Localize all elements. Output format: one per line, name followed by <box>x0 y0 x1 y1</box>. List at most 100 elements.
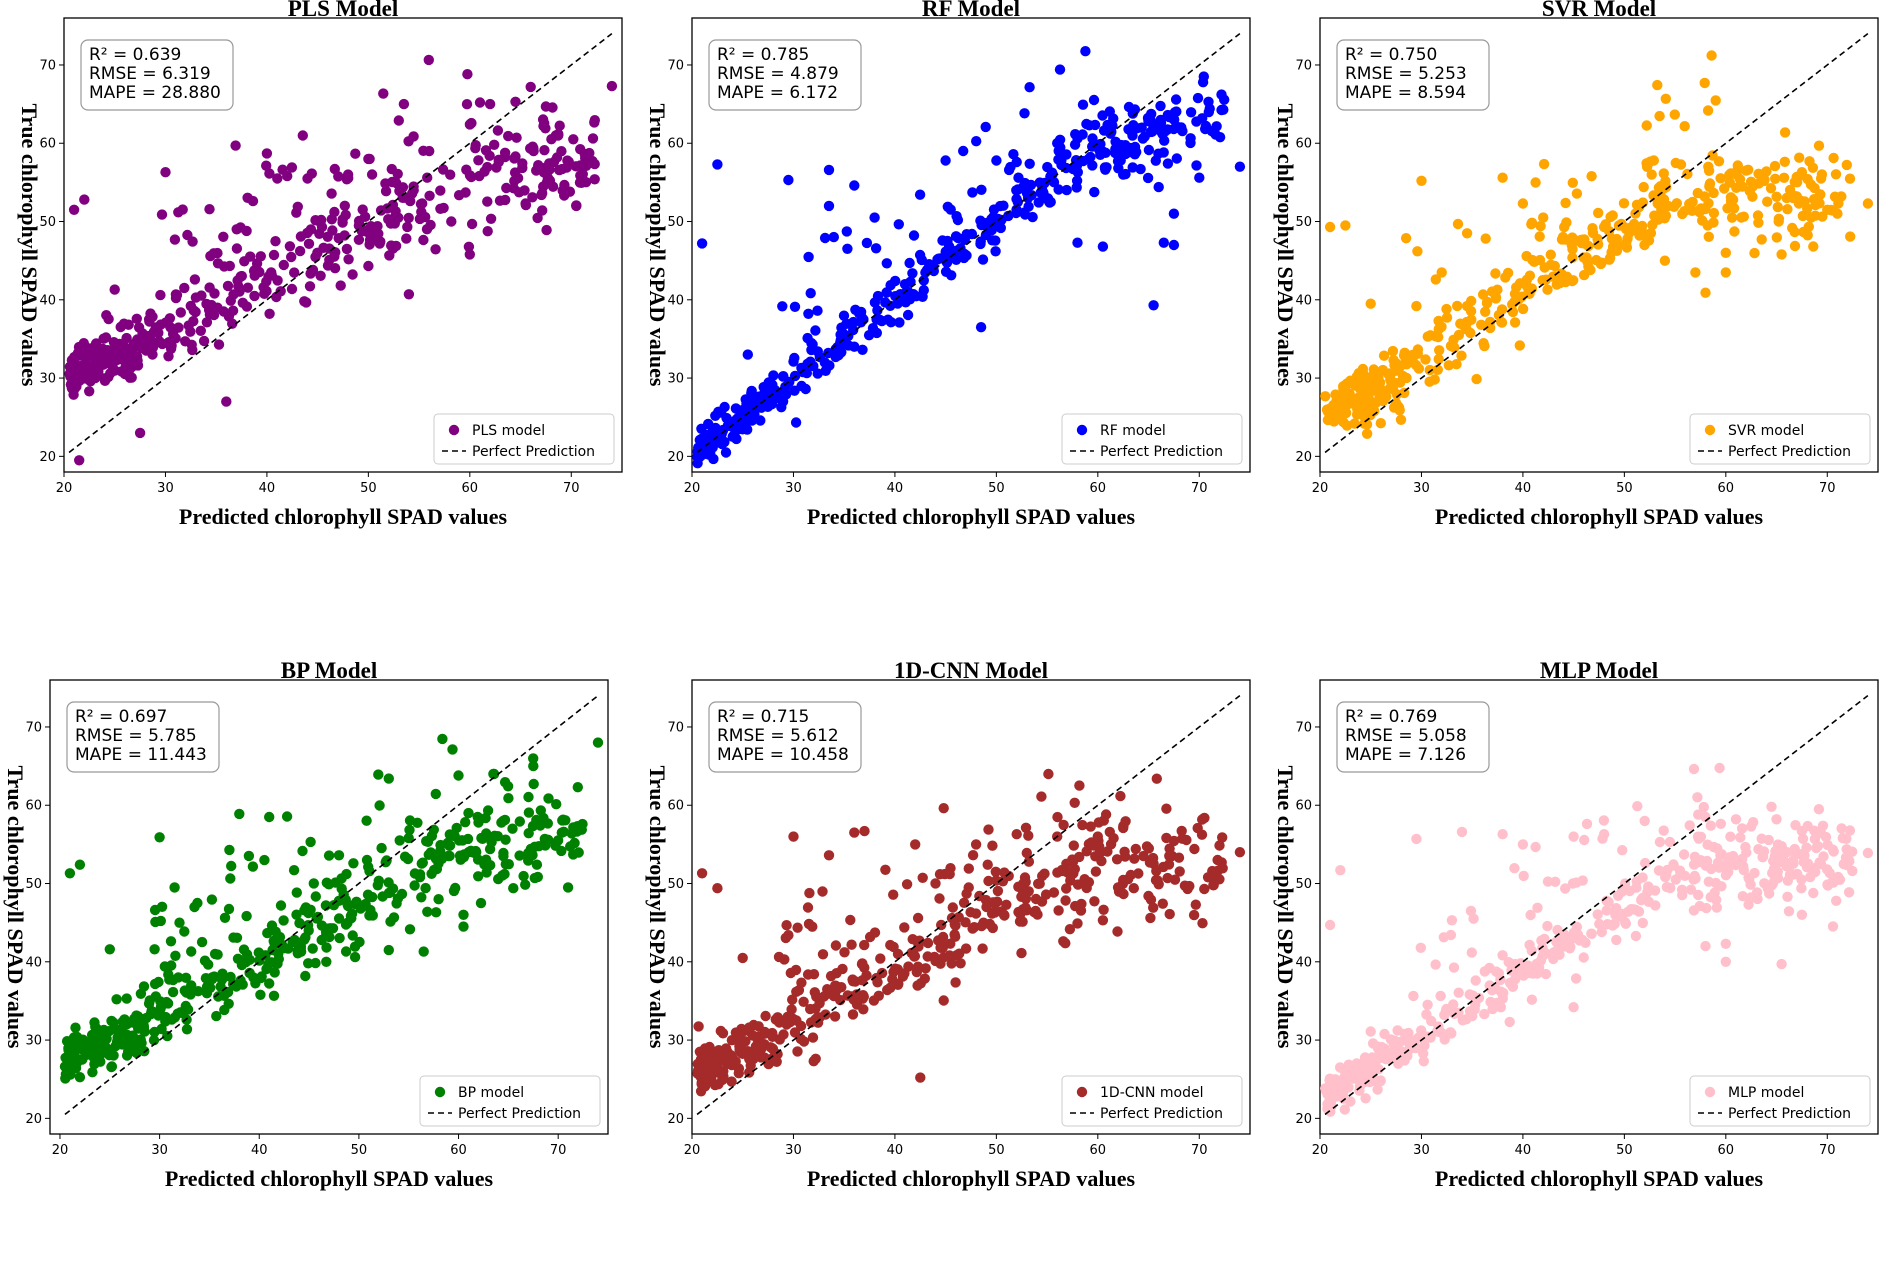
data-point <box>185 300 196 312</box>
data-point <box>162 1030 173 1042</box>
data-point <box>520 198 531 209</box>
data-point <box>507 823 518 834</box>
data-point <box>1420 354 1431 365</box>
data-point <box>1740 165 1752 176</box>
x-tick-label: 30 <box>157 481 174 496</box>
data-point <box>995 222 1006 234</box>
y-tick-label: 40 <box>667 955 684 970</box>
perfect-prediction-line <box>696 33 1241 454</box>
data-point <box>885 300 896 311</box>
data-point <box>871 327 882 339</box>
data-point <box>149 944 160 955</box>
data-point <box>106 352 117 363</box>
data-point <box>1845 231 1856 242</box>
data-point <box>149 1026 160 1038</box>
data-point <box>803 308 814 319</box>
data-point <box>1660 93 1672 105</box>
data-point <box>1457 1015 1468 1026</box>
data-point <box>1571 921 1583 933</box>
data-point <box>1400 233 1412 244</box>
stats-box <box>66 701 220 773</box>
perfect-prediction-line <box>1324 33 1869 454</box>
data-point <box>849 180 860 191</box>
data-point <box>1771 232 1783 243</box>
data-point <box>499 814 511 826</box>
data-point <box>970 839 982 850</box>
data-point <box>109 284 120 295</box>
data-point <box>141 1012 152 1024</box>
data-point <box>282 170 293 182</box>
x-tick-label: 60 <box>462 481 479 496</box>
data-point <box>1360 1093 1371 1104</box>
data-point <box>404 824 415 836</box>
data-point <box>121 332 132 344</box>
perfect-prediction-line <box>1324 695 1869 1116</box>
stats-line: MAPE = 10.458 <box>717 745 849 765</box>
chart-panel: PLS Model 20 30 40 50 60 70 20 30 40 50 60 70 Predict… <box>17 0 623 529</box>
data-point <box>366 169 378 180</box>
data-point <box>1378 350 1390 361</box>
data-point <box>1507 981 1519 992</box>
data-point <box>363 153 374 165</box>
data-point <box>556 827 567 838</box>
data-point <box>1036 791 1047 802</box>
data-point <box>438 202 449 214</box>
data-point <box>1796 167 1808 178</box>
data-point <box>1711 902 1723 913</box>
data-point <box>350 148 361 159</box>
legend-label-perfect: Perfect Prediction <box>1100 1106 1223 1122</box>
data-point <box>259 854 270 866</box>
y-tick-label: 20 <box>667 1112 684 1127</box>
data-point <box>383 944 394 956</box>
data-point <box>502 781 514 792</box>
data-point <box>1418 1056 1430 1067</box>
data-point <box>573 847 584 858</box>
data-point <box>1497 172 1508 183</box>
data-point <box>908 230 920 241</box>
data-point <box>1796 909 1808 920</box>
data-point <box>1072 918 1083 929</box>
data-point <box>448 885 460 897</box>
data-point <box>1436 267 1447 278</box>
data-point <box>1192 92 1204 104</box>
data-point <box>529 872 540 884</box>
data-point <box>1604 254 1615 265</box>
data-point <box>543 793 554 804</box>
data-point <box>143 998 155 1009</box>
data-point <box>1664 836 1676 848</box>
data-point <box>1365 298 1376 309</box>
data-point <box>264 811 275 823</box>
data-point <box>947 902 958 913</box>
data-point <box>940 155 951 166</box>
data-point <box>1375 418 1387 429</box>
data-point <box>270 236 281 247</box>
data-point <box>1169 874 1181 885</box>
data-point <box>1560 197 1571 209</box>
data-point <box>1598 815 1610 826</box>
data-point <box>1596 926 1608 938</box>
data-point <box>1127 130 1138 141</box>
data-point <box>474 97 486 108</box>
data-point <box>1524 939 1535 951</box>
data-point <box>1709 887 1720 898</box>
y-axis-label: True chlorophyll SPAD values <box>1273 766 1298 1049</box>
data-point <box>1058 936 1069 947</box>
data-point <box>1828 152 1839 164</box>
data-point <box>453 190 465 201</box>
data-point <box>466 218 478 230</box>
data-point <box>323 879 335 890</box>
y-tick-label: 40 <box>1295 955 1312 970</box>
data-point <box>1540 968 1552 980</box>
data-point <box>1341 378 1353 389</box>
y-tick-label: 50 <box>667 877 684 892</box>
data-point <box>1814 198 1825 209</box>
data-point <box>1708 217 1719 228</box>
data-point <box>343 254 354 265</box>
data-point <box>1465 905 1477 917</box>
data-point <box>1069 797 1080 808</box>
data-point <box>715 1025 726 1037</box>
data-point <box>315 270 326 281</box>
data-point <box>1693 889 1704 901</box>
data-point <box>374 800 385 811</box>
data-point <box>1084 120 1095 131</box>
